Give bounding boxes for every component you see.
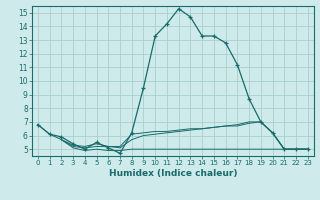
X-axis label: Humidex (Indice chaleur): Humidex (Indice chaleur) [108, 169, 237, 178]
